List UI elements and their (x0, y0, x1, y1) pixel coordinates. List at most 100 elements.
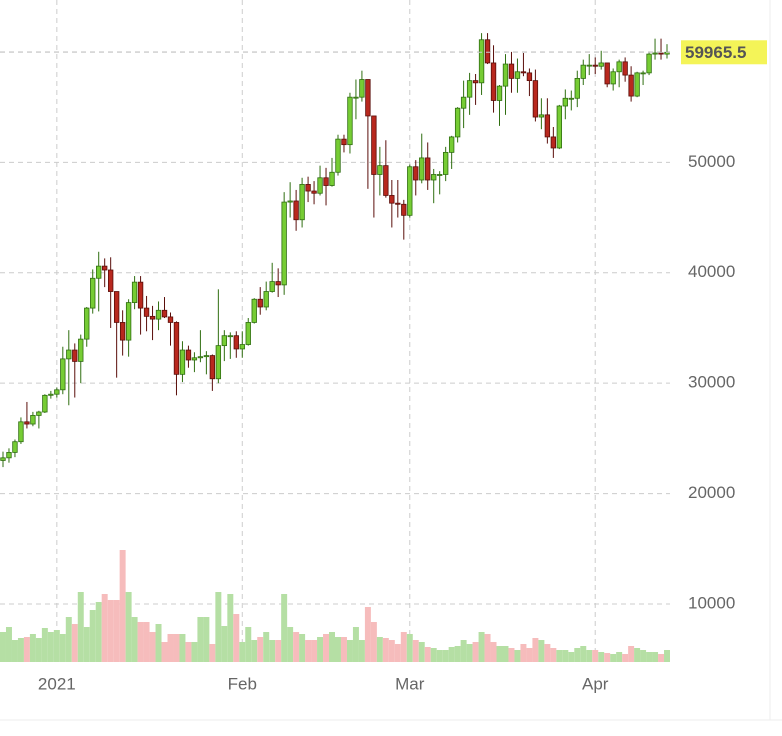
candle-body (526, 72, 533, 82)
candle-body (60, 358, 66, 391)
volume-bar (424, 647, 431, 662)
y-tick-label: 10000 (688, 594, 735, 613)
candle-body (221, 335, 228, 347)
volume-bar (161, 642, 168, 662)
volume-bar (358, 640, 365, 662)
candle-body (149, 315, 156, 320)
volume-bar (538, 640, 545, 662)
volume-bar (149, 632, 156, 662)
candle-body (634, 72, 640, 97)
candle-body (305, 184, 311, 192)
volume-bar (478, 632, 485, 662)
candle-body (12, 441, 18, 453)
volume-bar (275, 640, 282, 662)
volume-bar (610, 654, 617, 662)
volume-bar (0, 632, 6, 662)
candle-body (317, 177, 323, 194)
volume-bar (376, 637, 383, 662)
candle-body (125, 302, 132, 341)
candle-body (263, 291, 269, 308)
volume-bar (580, 646, 587, 662)
candle-body (251, 298, 257, 323)
volume-bar (191, 642, 198, 662)
volume-bar (496, 646, 503, 662)
candle-body (652, 52, 658, 55)
candle-body (107, 269, 114, 292)
volume-bars (0, 550, 670, 662)
candle-body (371, 115, 377, 175)
volume-bar (418, 642, 425, 662)
candle-body (329, 171, 335, 186)
volume-bar (17, 638, 24, 662)
volume-bar (472, 642, 479, 662)
volume-bar (412, 640, 419, 662)
volume-bar (281, 594, 288, 662)
candle-body (359, 79, 365, 98)
candle-body (646, 53, 652, 74)
volume-bar (185, 642, 192, 662)
volume-bar (400, 632, 407, 662)
volume-bar (664, 650, 670, 662)
candle-body (179, 349, 186, 375)
volume-bar (77, 592, 84, 662)
candle-body (592, 64, 598, 67)
volume-bar (71, 624, 78, 662)
candle-body (419, 157, 425, 181)
candle-body (466, 80, 473, 98)
last-price-box (681, 40, 767, 65)
candle-body (299, 184, 305, 221)
volume-bar (239, 642, 246, 662)
candle-body (389, 195, 395, 204)
volume-bar (83, 627, 90, 662)
volume-bar (346, 640, 353, 662)
candle-body (167, 316, 174, 323)
volume-bar (197, 617, 204, 662)
volume-bar (143, 622, 150, 662)
volume-bar (173, 634, 180, 662)
volume-bar (257, 637, 264, 662)
volume-bar (466, 644, 473, 662)
volume-bar (137, 622, 144, 662)
candle-body (293, 200, 299, 221)
candle-body (131, 281, 138, 303)
volume-bar (394, 644, 401, 662)
volume-bar (155, 624, 162, 662)
volume-bar (454, 646, 461, 662)
volume-bar (221, 626, 228, 662)
volume-bar (556, 650, 563, 662)
volume-bar (430, 648, 437, 662)
x-tick-label: Feb (228, 674, 257, 693)
volume-bar (544, 644, 551, 662)
candle-body (233, 335, 239, 350)
volume-bar (263, 632, 270, 662)
volume-bar (305, 640, 312, 662)
candle-body (335, 138, 341, 173)
candle-body (245, 322, 251, 345)
candle-body (54, 389, 60, 395)
volume-bar (233, 614, 240, 662)
candle-body (490, 62, 497, 101)
candle-body (628, 74, 634, 97)
last-price-label: 59965.5 (685, 43, 746, 62)
volume-bar (436, 650, 443, 662)
volume-bar (586, 650, 593, 662)
x-tick-label: Apr (582, 674, 609, 693)
candle-body (437, 174, 443, 176)
volume-bar (227, 594, 234, 662)
candle-body (48, 393, 54, 396)
candle-body (90, 277, 96, 309)
volume-bar (311, 640, 318, 662)
candle-body (18, 421, 24, 443)
candle-body (538, 114, 545, 118)
candle-body (550, 136, 557, 149)
candle-body (407, 166, 413, 216)
volume-bar (460, 640, 467, 662)
candle-body (24, 421, 30, 425)
volume-bar (448, 647, 455, 662)
volume-bar (646, 652, 653, 662)
candle-body (155, 309, 162, 320)
x-tick-label: 2021 (38, 674, 76, 693)
volume-bar (41, 628, 48, 662)
candle-body (431, 174, 437, 181)
